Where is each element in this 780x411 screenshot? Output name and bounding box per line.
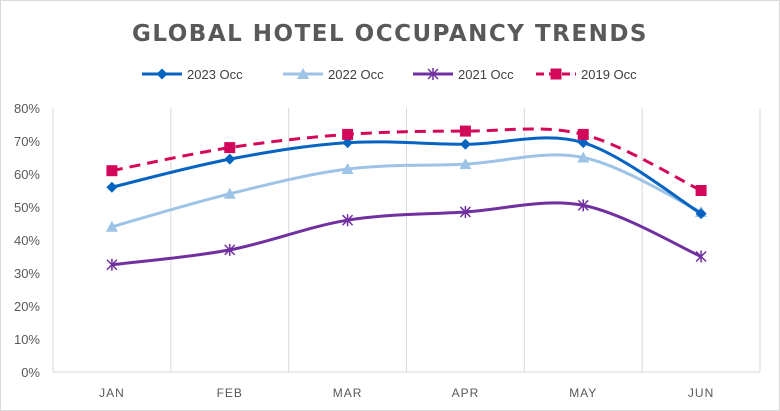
y-tick-label: 60%	[14, 167, 40, 182]
data-point	[459, 125, 471, 137]
x-tick-label: FEB	[217, 386, 243, 400]
y-tick-label: 80%	[14, 101, 40, 116]
x-tick-label: JAN	[99, 386, 125, 400]
x-tick-label: APR	[452, 386, 480, 400]
legend-label: 2022 Occ	[328, 67, 384, 82]
legend-marker	[156, 68, 168, 80]
y-tick-label: 50%	[14, 200, 40, 215]
y-tick-label: 70%	[14, 134, 40, 149]
data-point	[341, 163, 354, 175]
data-point	[577, 128, 589, 140]
series-group	[105, 125, 708, 271]
y-tick-label: 20%	[14, 299, 40, 314]
legend: 2023 Occ 2022 Occ 2021 Occ 2019 Occ	[142, 67, 637, 82]
legend-marker	[550, 68, 562, 80]
data-point	[459, 205, 471, 218]
data-point	[224, 142, 236, 154]
legend-marker	[427, 68, 439, 80]
x-tick-label: MAR	[333, 386, 363, 400]
y-tick-label: 30%	[14, 266, 40, 281]
y-axis: 0% 10% 20% 30% 40% 50% 60% 70% 80%	[14, 101, 40, 380]
data-point	[695, 185, 707, 196]
chart-title: GLOBAL HOTEL OCCUPANCY TRENDS	[132, 21, 648, 47]
data-point	[342, 128, 354, 140]
series-2019-occ	[106, 125, 707, 196]
data-point	[105, 220, 118, 232]
gridlines	[52, 108, 761, 373]
y-tick-label: 10%	[14, 332, 40, 347]
data-point	[106, 181, 118, 193]
x-tick-label: JUN	[688, 386, 714, 400]
series-2022-occ	[105, 151, 708, 232]
series-line	[111, 136, 702, 215]
x-axis: JAN FEB MAR APR MAY JUN	[99, 386, 714, 400]
data-point	[695, 250, 707, 263]
data-point	[342, 214, 354, 227]
data-point	[224, 243, 236, 256]
data-point	[577, 151, 590, 163]
data-point	[577, 199, 589, 212]
legend-marker	[297, 68, 309, 79]
y-tick-label: 40%	[14, 233, 40, 248]
data-point	[106, 165, 118, 177]
y-tick-label: 0%	[21, 365, 40, 380]
series-2023-occ	[106, 136, 707, 220]
series-2021-occ	[106, 199, 707, 271]
legend-label: 2023 Occ	[187, 67, 243, 82]
data-point	[459, 158, 472, 170]
data-point	[106, 258, 118, 271]
series-line	[111, 153, 702, 229]
data-point	[695, 208, 707, 220]
series-line	[111, 127, 702, 192]
data-point	[224, 153, 236, 165]
data-point	[459, 138, 471, 150]
legend-label: 2019 Occ	[581, 67, 637, 82]
series-line	[111, 201, 702, 267]
legend-label: 2021 Occ	[458, 67, 514, 82]
x-tick-label: MAY	[569, 386, 597, 400]
data-point	[223, 187, 236, 199]
